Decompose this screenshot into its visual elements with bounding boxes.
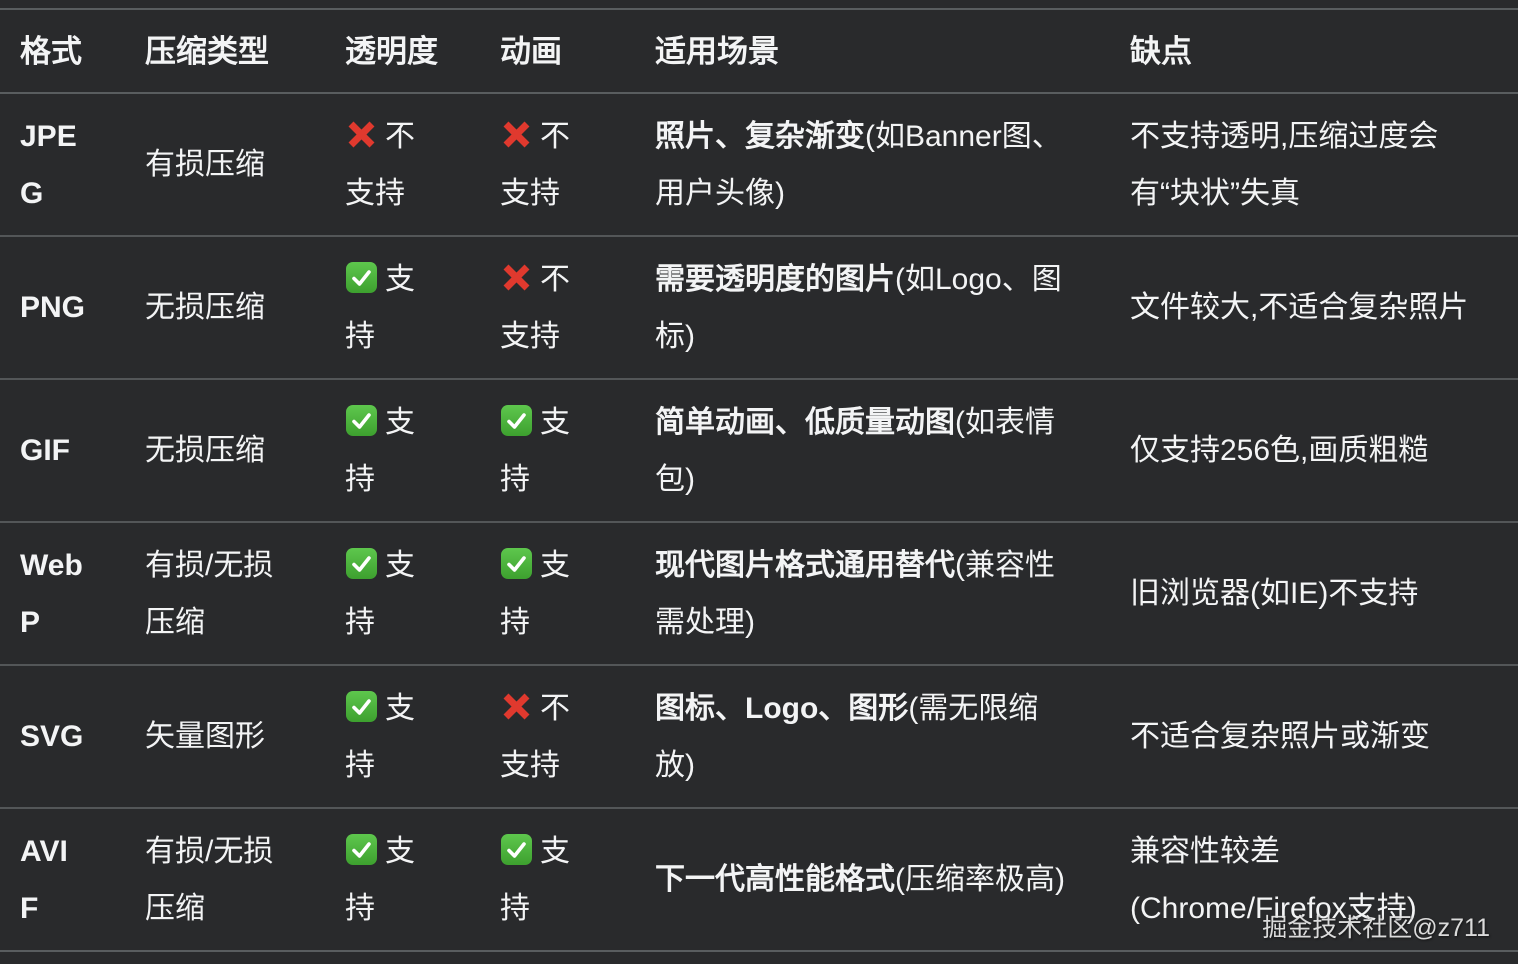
transparency-label: 不支持 [345,119,415,210]
scenario-cell: 简单动画、低质量动图(如表情包) [639,378,1114,522]
scenario-cell: 下一代高性能格式(压缩率极高) [639,807,1114,951]
scenario-main: 照片、复杂渐变 [655,119,865,153]
check-icon [345,547,378,580]
image-format-comparison-table: 格式 压缩类型 透明度 动画 适用场景 缺点 JPEG 有损压缩 不支持 不支持… [0,8,1518,952]
compression-label: 有损/无损压缩 [129,521,329,665]
cross-icon [345,118,378,151]
scenario-main: 需要透明度的图片 [655,262,895,296]
animation-cell: 不支持 [484,664,639,808]
scenario-cell: 图标、Logo、图形(需无限缩放) [639,664,1114,808]
check-icon [345,261,378,294]
compression-label: 无损压缩 [129,235,329,379]
check-icon [345,690,378,723]
check-icon [500,547,533,580]
table-row-svg: SVG 矢量图形 支持 不支持 图标、Logo、图形(需无限缩放) 不适合复杂照… [0,664,1518,808]
transparency-cell: 支持 [329,378,484,522]
transparency-cell: 支持 [329,807,484,951]
scenario-note: (压缩率极高) [895,863,1065,896]
table-row-jpeg: JPEG 有损压缩 不支持 不支持 照片、复杂渐变(如Banner图、用户头像)… [0,93,1518,236]
scenario-main: 下一代高性能格式 [655,863,895,896]
animation-label: 不支持 [500,262,570,353]
drawback-label: 不适合复杂照片或渐变 [1114,664,1518,808]
check-icon [345,404,378,437]
scenario-cell: 照片、复杂渐变(如Banner图、用户头像) [639,93,1114,236]
check-icon [345,833,378,866]
drawback-label: 旧浏览器(如IE)不支持 [1114,521,1518,665]
drawback-label: 兼容性较差 (Chrome/Firefox支持) [1114,807,1518,951]
scenario-note: (需无限缩放) [655,691,1039,782]
scenario-main: 简单动画、低质量动图 [655,405,955,439]
scenario-note: (如Logo、图标) [655,262,1062,353]
animation-label: 支持 [500,405,570,496]
cross-icon [500,690,533,723]
drawback-label: 文件较大,不适合复杂照片 [1114,235,1518,379]
column-header-scenario: 适用场景 [639,9,1114,94]
animation-label: 支持 [500,548,570,639]
transparency-cell: 支持 [329,664,484,808]
scenario-main: 现代图片格式通用替代 [655,548,955,582]
animation-cell: 支持 [484,521,639,665]
scenario-note: (兼容性需处理) [655,548,1055,639]
format-label: AVIF [0,807,129,951]
format-label: PNG [0,235,129,379]
transparency-cell: 支持 [329,235,484,379]
format-label: WebP [0,521,129,665]
scenario-main: 图标、Logo、图形 [655,691,909,725]
animation-label: 不支持 [500,691,570,782]
transparency-cell: 支持 [329,521,484,665]
animation-cell: 不支持 [484,235,639,379]
table-row-webp: WebP 有损/无损压缩 支持 支持 现代图片格式通用替代(兼容性需处理) 旧浏… [0,521,1518,665]
animation-cell: 支持 [484,378,639,522]
compression-label: 有损/无损压缩 [129,807,329,951]
scenario-cell: 需要透明度的图片(如Logo、图标) [639,235,1114,379]
column-header-animation: 动画 [484,9,639,94]
table-row-avif: AVIF 有损/无损压缩 支持 支持 下一代高性能格式(压缩率极高) 兼容性较差… [0,807,1518,951]
column-header-format: 格式 [0,9,129,94]
check-icon [500,833,533,866]
animation-cell: 支持 [484,807,639,951]
format-label: JPEG [20,119,77,210]
drawback-label: 不支持透明,压缩过度会有“块状”失真 [1130,119,1439,210]
column-header-drawback: 缺点 [1114,9,1518,94]
animation-label: 支持 [500,834,570,925]
animation-label: 不支持 [500,119,570,210]
table-row-png: PNG 无损压缩 支持 不支持 需要透明度的图片(如Logo、图标) 文件较大,… [0,235,1518,379]
check-icon [500,404,533,437]
compression-label: 矢量图形 [129,664,329,808]
scenario-note: (如表情包) [655,405,1055,496]
transparency-label: 支持 [345,548,415,639]
format-label: GIF [0,378,129,522]
transparency-label: 支持 [345,405,415,496]
compression-label: 无损压缩 [129,378,329,522]
column-header-transparency: 透明度 [329,9,484,94]
format-label: SVG [0,664,129,808]
transparency-cell: 不支持 [329,93,484,236]
transparency-label: 支持 [345,691,415,782]
column-header-compression: 压缩类型 [129,9,329,94]
table-row-gif: GIF 无损压缩 支持 支持 简单动画、低质量动图(如表情包) 仅支持256色,… [0,378,1518,522]
scenario-note: (如Banner图、用户头像) [655,119,1062,210]
transparency-label: 支持 [345,262,415,353]
table-header: 格式 压缩类型 透明度 动画 适用场景 缺点 [0,9,1518,94]
cross-icon [500,261,533,294]
header-row: 格式 压缩类型 透明度 动画 适用场景 缺点 [0,9,1518,94]
scenario-cell: 现代图片格式通用替代(兼容性需处理) [639,521,1114,665]
cross-icon [500,118,533,151]
transparency-label: 支持 [345,834,415,925]
drawback-label: 仅支持256色,画质粗糙 [1114,378,1518,522]
compression-label: 有损压缩 [145,148,265,181]
animation-cell: 不支持 [484,93,639,236]
